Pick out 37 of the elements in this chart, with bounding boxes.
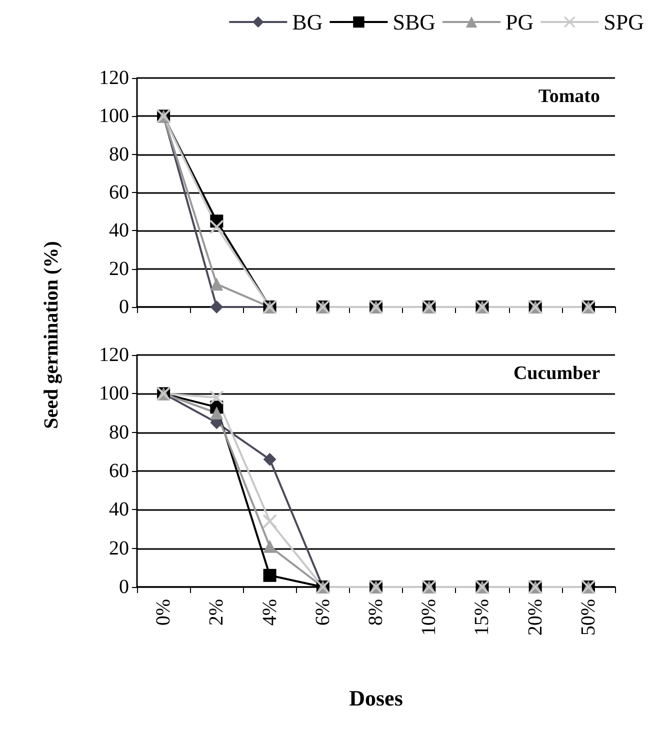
y-tick-label: 120 [99, 67, 129, 89]
point [262, 514, 277, 528]
x-tick-label: 50% [577, 599, 600, 636]
x-tick-label: 20% [524, 599, 546, 636]
y-tick-label: 100 [99, 105, 129, 128]
x-tick-label: 4% [258, 599, 281, 626]
chart-title: Tomato [538, 86, 600, 107]
point [263, 452, 276, 466]
y-tick-label: 80 [109, 421, 129, 444]
x-tick-label: 15% [471, 599, 494, 636]
point [210, 220, 224, 234]
x-tick-label: 6% [312, 599, 334, 626]
y-tick-label: 20 [109, 258, 129, 280]
x-tick-label: 0% [152, 599, 175, 626]
x-tick-label: 10% [418, 599, 440, 636]
point [210, 390, 224, 405]
chart-title: Cucumber [513, 363, 601, 384]
x-axis-title: Doses [349, 686, 404, 710]
legend-label: PG [506, 10, 534, 34]
legend-label: SPG [604, 10, 644, 34]
y-tick-label: 0 [119, 576, 129, 598]
x-tick-label: 2% [206, 599, 228, 626]
point [263, 568, 276, 582]
y-tick-label: 60 [109, 460, 129, 482]
y-tick-label: 60 [109, 182, 129, 204]
x-tick-label: 8% [365, 599, 387, 626]
y-tick-label: 40 [109, 220, 129, 242]
y-tick-label: 120 [99, 344, 129, 366]
y-axis-title: Seed germination (%) [40, 241, 64, 429]
y-tick-label: 100 [99, 382, 129, 405]
y-tick-label: 40 [109, 498, 129, 521]
point [210, 300, 224, 314]
y-tick-label: 80 [109, 143, 129, 166]
y-tick-label: 20 [109, 537, 129, 560]
legend-label: BG [292, 10, 323, 34]
y-tick-label: 0 [119, 296, 129, 318]
legend-label: SBG [392, 10, 436, 34]
